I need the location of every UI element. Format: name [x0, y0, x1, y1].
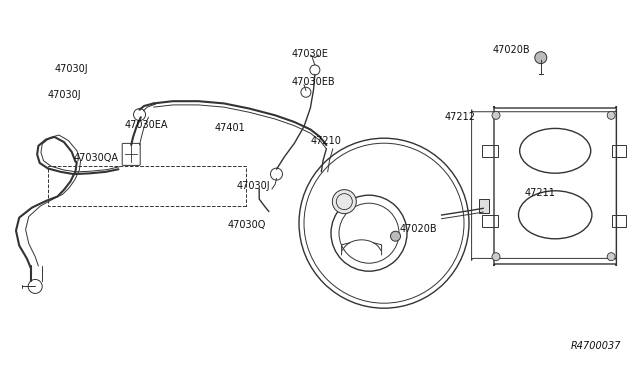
Circle shape: [492, 253, 500, 261]
Text: 47030Q: 47030Q: [227, 220, 266, 230]
Text: 47030J: 47030J: [237, 181, 271, 191]
Bar: [612, 215, 627, 227]
Text: R4700037: R4700037: [570, 341, 621, 351]
Bar: [612, 145, 627, 157]
Text: 47030J: 47030J: [54, 64, 88, 74]
Text: 47210: 47210: [310, 137, 341, 146]
Text: 47211: 47211: [525, 189, 556, 198]
Circle shape: [607, 111, 615, 119]
Bar: [482, 145, 498, 157]
Text: 47030QA: 47030QA: [74, 153, 118, 163]
Text: 47212: 47212: [445, 112, 476, 122]
Circle shape: [332, 190, 356, 214]
Circle shape: [607, 253, 615, 261]
Text: 47030J: 47030J: [48, 90, 82, 100]
Circle shape: [492, 111, 500, 119]
Text: 47401: 47401: [214, 124, 245, 133]
Bar: [48, 166, 246, 206]
Circle shape: [390, 231, 401, 241]
Circle shape: [535, 52, 547, 64]
Text: 47030EA: 47030EA: [125, 120, 168, 129]
Bar: [479, 199, 489, 213]
Text: 47030E: 47030E: [291, 49, 328, 59]
Text: 47030EB: 47030EB: [291, 77, 335, 87]
Text: 47020B: 47020B: [400, 224, 438, 234]
Bar: [482, 215, 498, 227]
Text: 47020B: 47020B: [493, 45, 531, 55]
